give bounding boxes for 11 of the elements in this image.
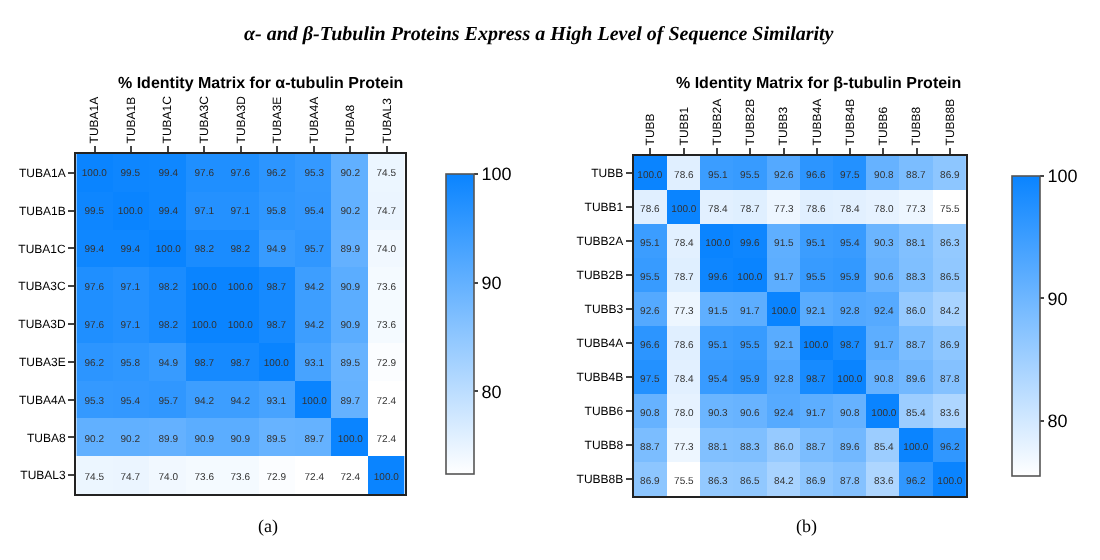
text: (a) bbox=[258, 516, 278, 536]
text: α- and β-Tubulin Proteins Express a High Level of Sequence Similarity bbox=[244, 24, 835, 46]
color-bar-label: 80 bbox=[481, 381, 502, 402]
color-bar-label: 80 bbox=[1047, 411, 1068, 432]
color-bar-label: 90 bbox=[1047, 288, 1068, 309]
chart-title: % Identity Matrix for β-tubulin Protein bbox=[676, 74, 962, 92]
color-bar-label: 100 bbox=[1047, 166, 1078, 187]
chart-title: % Identity Matrix for α-tubulin Protein bbox=[118, 74, 404, 92]
text: (b) bbox=[796, 516, 817, 536]
color-bar-label: 100 bbox=[481, 164, 512, 185]
color-bar-label: 90 bbox=[481, 273, 502, 293]
